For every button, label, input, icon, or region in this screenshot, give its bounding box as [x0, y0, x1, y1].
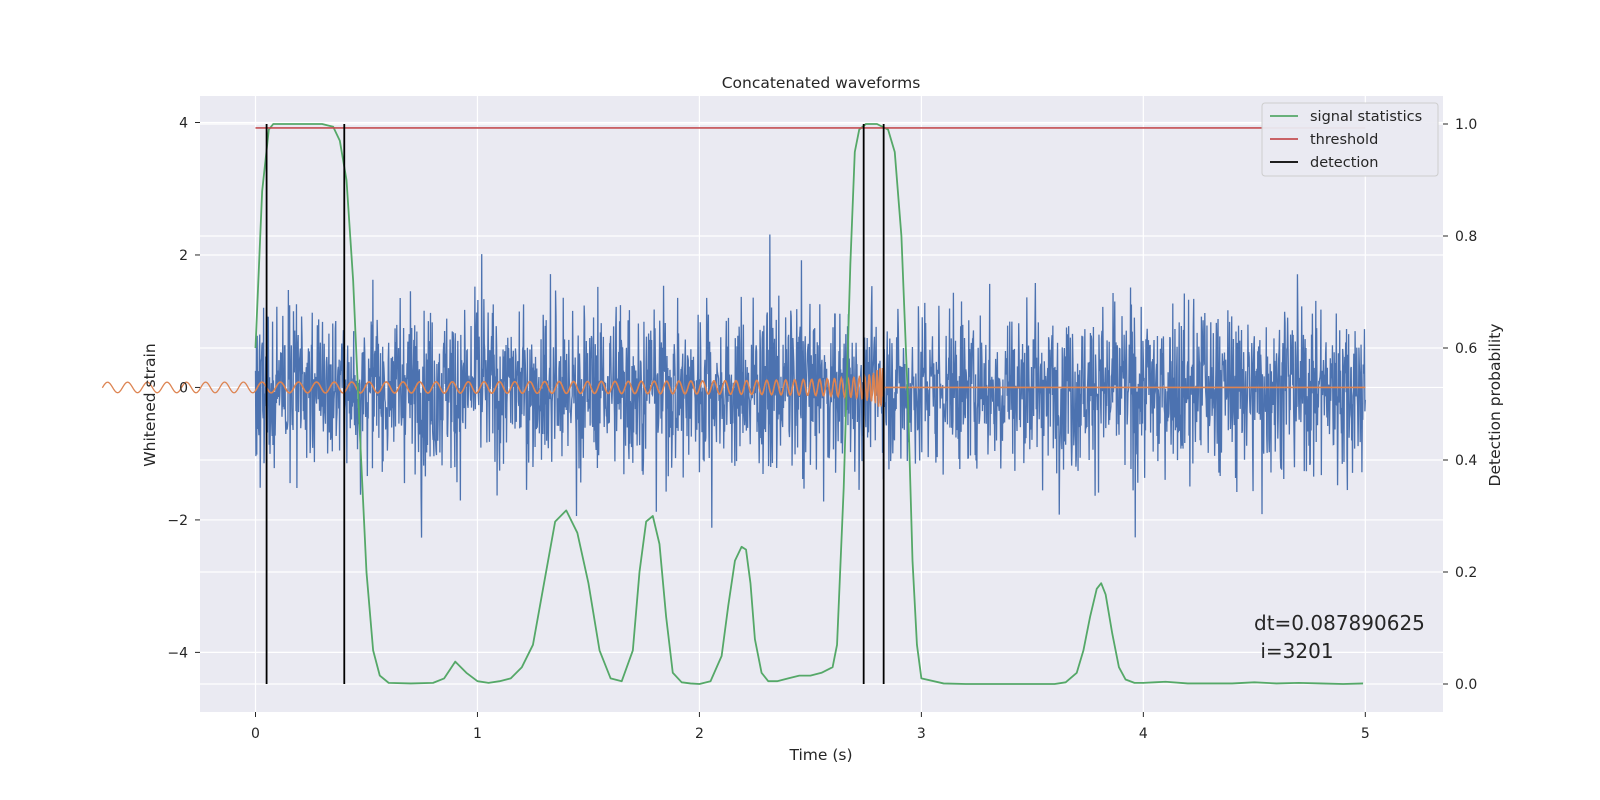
legend-label-threshold: threshold: [1310, 132, 1378, 148]
legend: signal statistics threshold detection: [1261, 102, 1439, 177]
template-series: [101, 367, 1366, 407]
left-ticks: 4 2 0 −2 −4: [167, 115, 200, 661]
x-tick-label: 5: [1361, 726, 1370, 742]
legend-box: [1261, 102, 1439, 177]
signal-statistics-series: [254, 123, 1364, 685]
x-tick-label: 3: [917, 726, 926, 742]
y2-tick-label: 1.0: [1455, 117, 1477, 133]
y-axis-label: Whitened strain: [141, 343, 159, 466]
y-tick-label: 4: [179, 115, 188, 131]
x-tick-label: 1: [473, 726, 482, 742]
y-tick-label: −4: [167, 645, 188, 661]
x-tick-label: 4: [1139, 726, 1148, 742]
y2-tick-label: 0.0: [1455, 677, 1477, 693]
y2-axis-label: Detection probability: [1486, 324, 1504, 487]
y-tick-label: 0: [179, 380, 188, 396]
x-tick-label: 0: [251, 726, 260, 742]
signal-statistics-line: [254, 123, 1364, 685]
strain-line: [254, 234, 1366, 538]
legend-label-signal-statistics: signal statistics: [1310, 109, 1422, 125]
legend-label-detection: detection: [1310, 155, 1378, 171]
y-tick-label: 2: [179, 248, 188, 264]
chart-title: Concatenated waveforms: [722, 74, 921, 92]
strain-series: [254, 234, 1366, 538]
template-chirp: [101, 367, 884, 407]
y2-tick-label: 0.8: [1455, 229, 1477, 245]
detection-series: [265, 124, 885, 684]
x-axis-label: Time (s): [788, 746, 852, 764]
x-ticks: 0 1 2 3 4 5: [251, 712, 1370, 742]
right-ticks: 1.0 0.8 0.6 0.4 0.2 0.0: [1443, 117, 1477, 693]
y2-tick-label: 0.2: [1455, 565, 1477, 581]
y2-tick-label: 0.6: [1455, 341, 1477, 357]
x-tick-label: 2: [695, 726, 704, 742]
annotation-index: i=3201: [1254, 639, 1334, 663]
y-tick-label: −2: [167, 513, 188, 529]
annotation-dt: dt=0.087890625: [1254, 611, 1425, 635]
y2-tick-label: 0.4: [1455, 453, 1477, 469]
